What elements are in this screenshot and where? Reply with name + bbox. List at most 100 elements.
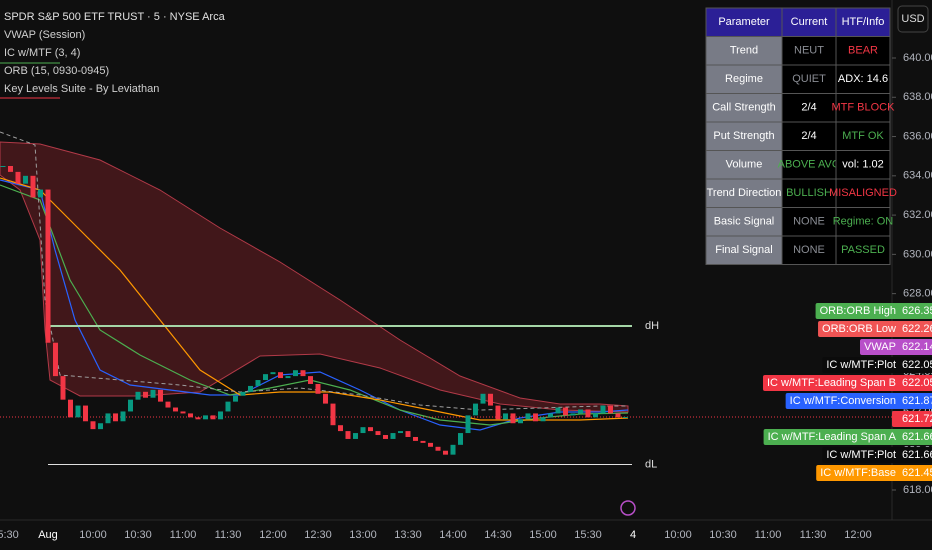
table-text: Basic Signal: [714, 216, 775, 228]
header-cell: [781, 7, 837, 37]
candle: [600, 405, 606, 414]
x-tick-label: 10:30: [709, 529, 737, 541]
candle: [570, 413, 576, 416]
table-cell: [781, 235, 837, 265]
x-tick-label: 12:00: [259, 529, 287, 541]
price-label-value: 621.66: [902, 449, 932, 461]
x-tick-label: 12:00: [844, 529, 872, 541]
table-cell: [781, 36, 837, 66]
candle: [608, 405, 613, 414]
price-label-bg: [822, 357, 932, 373]
table-cell: [705, 150, 783, 180]
table-text: Trend: [730, 45, 758, 57]
table-cell: [835, 93, 891, 123]
event-icon[interactable]: [620, 500, 636, 516]
price-label-value: 621.87: [902, 395, 932, 407]
candle: [480, 393, 486, 404]
candle: [143, 391, 148, 398]
candle: [315, 383, 321, 394]
table-cell: [835, 207, 891, 237]
y-tick-label: 640.00: [903, 52, 932, 64]
price-label-value: 622.14: [902, 341, 932, 353]
candle: [278, 372, 283, 379]
table-text: 2/4: [801, 102, 816, 114]
x-tick-label: 15:30: [0, 529, 19, 541]
candle: [495, 405, 501, 420]
x-tick-label: 4: [630, 529, 636, 541]
table-cell: [835, 64, 891, 94]
x-tick-label: 15:30: [574, 529, 602, 541]
level-label: dL: [645, 458, 657, 470]
candle: [105, 413, 111, 424]
table-text: NONE: [793, 216, 825, 228]
legend-item: VWAP (Session): [4, 29, 85, 41]
table-text: Regime: ON: [833, 216, 894, 228]
y-tick-label: 628.00: [903, 288, 932, 300]
candle: [120, 411, 126, 422]
table-cell: [835, 121, 891, 151]
candle: [623, 416, 628, 418]
x-tick-label: 10:30: [124, 529, 152, 541]
candle: [248, 385, 253, 392]
table-text: MISALIGNED: [829, 187, 897, 199]
candle: [263, 374, 268, 381]
table-cell: [835, 36, 891, 66]
table-cell: [705, 235, 783, 265]
x-tick-label: 13:30: [394, 529, 422, 541]
x-tick-label: 10:00: [664, 529, 692, 541]
x-tick-label: 11:00: [755, 529, 782, 541]
candle: [420, 440, 426, 443]
y-tick-label: 618.00: [903, 484, 932, 496]
candle: [285, 376, 291, 379]
table-text: NONE: [793, 244, 825, 256]
x-tick-label: 14:00: [439, 529, 467, 541]
table-cell: [835, 150, 891, 180]
candle: [488, 393, 493, 406]
table-text: Final Signal: [715, 244, 772, 256]
candle: [210, 415, 216, 420]
candle: [308, 376, 313, 384]
price-label-bg: [818, 321, 932, 337]
table-text: MTF BLOCK: [832, 102, 896, 114]
candle: [338, 425, 343, 432]
candle: [510, 413, 516, 424]
table-cell: [781, 121, 837, 151]
price-label-bg: [763, 429, 932, 445]
currency-button[interactable]: [897, 5, 929, 33]
candle: [113, 413, 118, 422]
candle: [75, 405, 81, 418]
candle: [150, 389, 156, 398]
header-cell: [705, 7, 783, 37]
candle: [323, 393, 328, 404]
price-labels: 626.35 ORB:ORB High 622.26 ORB:ORB Low 622.1…: [762, 303, 932, 481]
table-text: Call Strength: [712, 102, 776, 114]
table-text: NEUT: [794, 45, 824, 57]
candle: [45, 189, 51, 343]
candle: [233, 395, 238, 402]
candle: [525, 413, 531, 420]
candle: [345, 431, 351, 439]
level-label: dH: [645, 320, 659, 332]
price-label-name: IC w/MTF:Leading Span B: [767, 377, 896, 389]
x-tick-label: 10:00: [79, 529, 107, 541]
price-label-name: ORB:ORB Low: [822, 323, 896, 335]
price-label-bg: [816, 465, 932, 481]
x-tick-label: 11:30: [800, 529, 827, 541]
candle: [135, 391, 141, 400]
candle: [375, 431, 381, 436]
table-text: Put Strength: [713, 130, 774, 142]
candle: [518, 419, 523, 424]
candle: [173, 407, 178, 412]
candle: [383, 435, 388, 439]
price-label-name: IC w/MTF:Plot: [826, 449, 896, 461]
candle: [225, 401, 231, 412]
info-table: Parameter Current HTF/Info Trend NEUT BEAR Reg…: [705, 7, 897, 265]
table-text: ADX: 14.6: [838, 73, 888, 85]
price-label-bg: [785, 393, 932, 409]
table-text: MTF OK: [842, 130, 884, 142]
candle: [563, 407, 568, 416]
candle: [203, 415, 208, 420]
price-label-value: 622.26: [902, 323, 932, 335]
legend-item: IC w/MTF (3, 4): [4, 47, 80, 59]
